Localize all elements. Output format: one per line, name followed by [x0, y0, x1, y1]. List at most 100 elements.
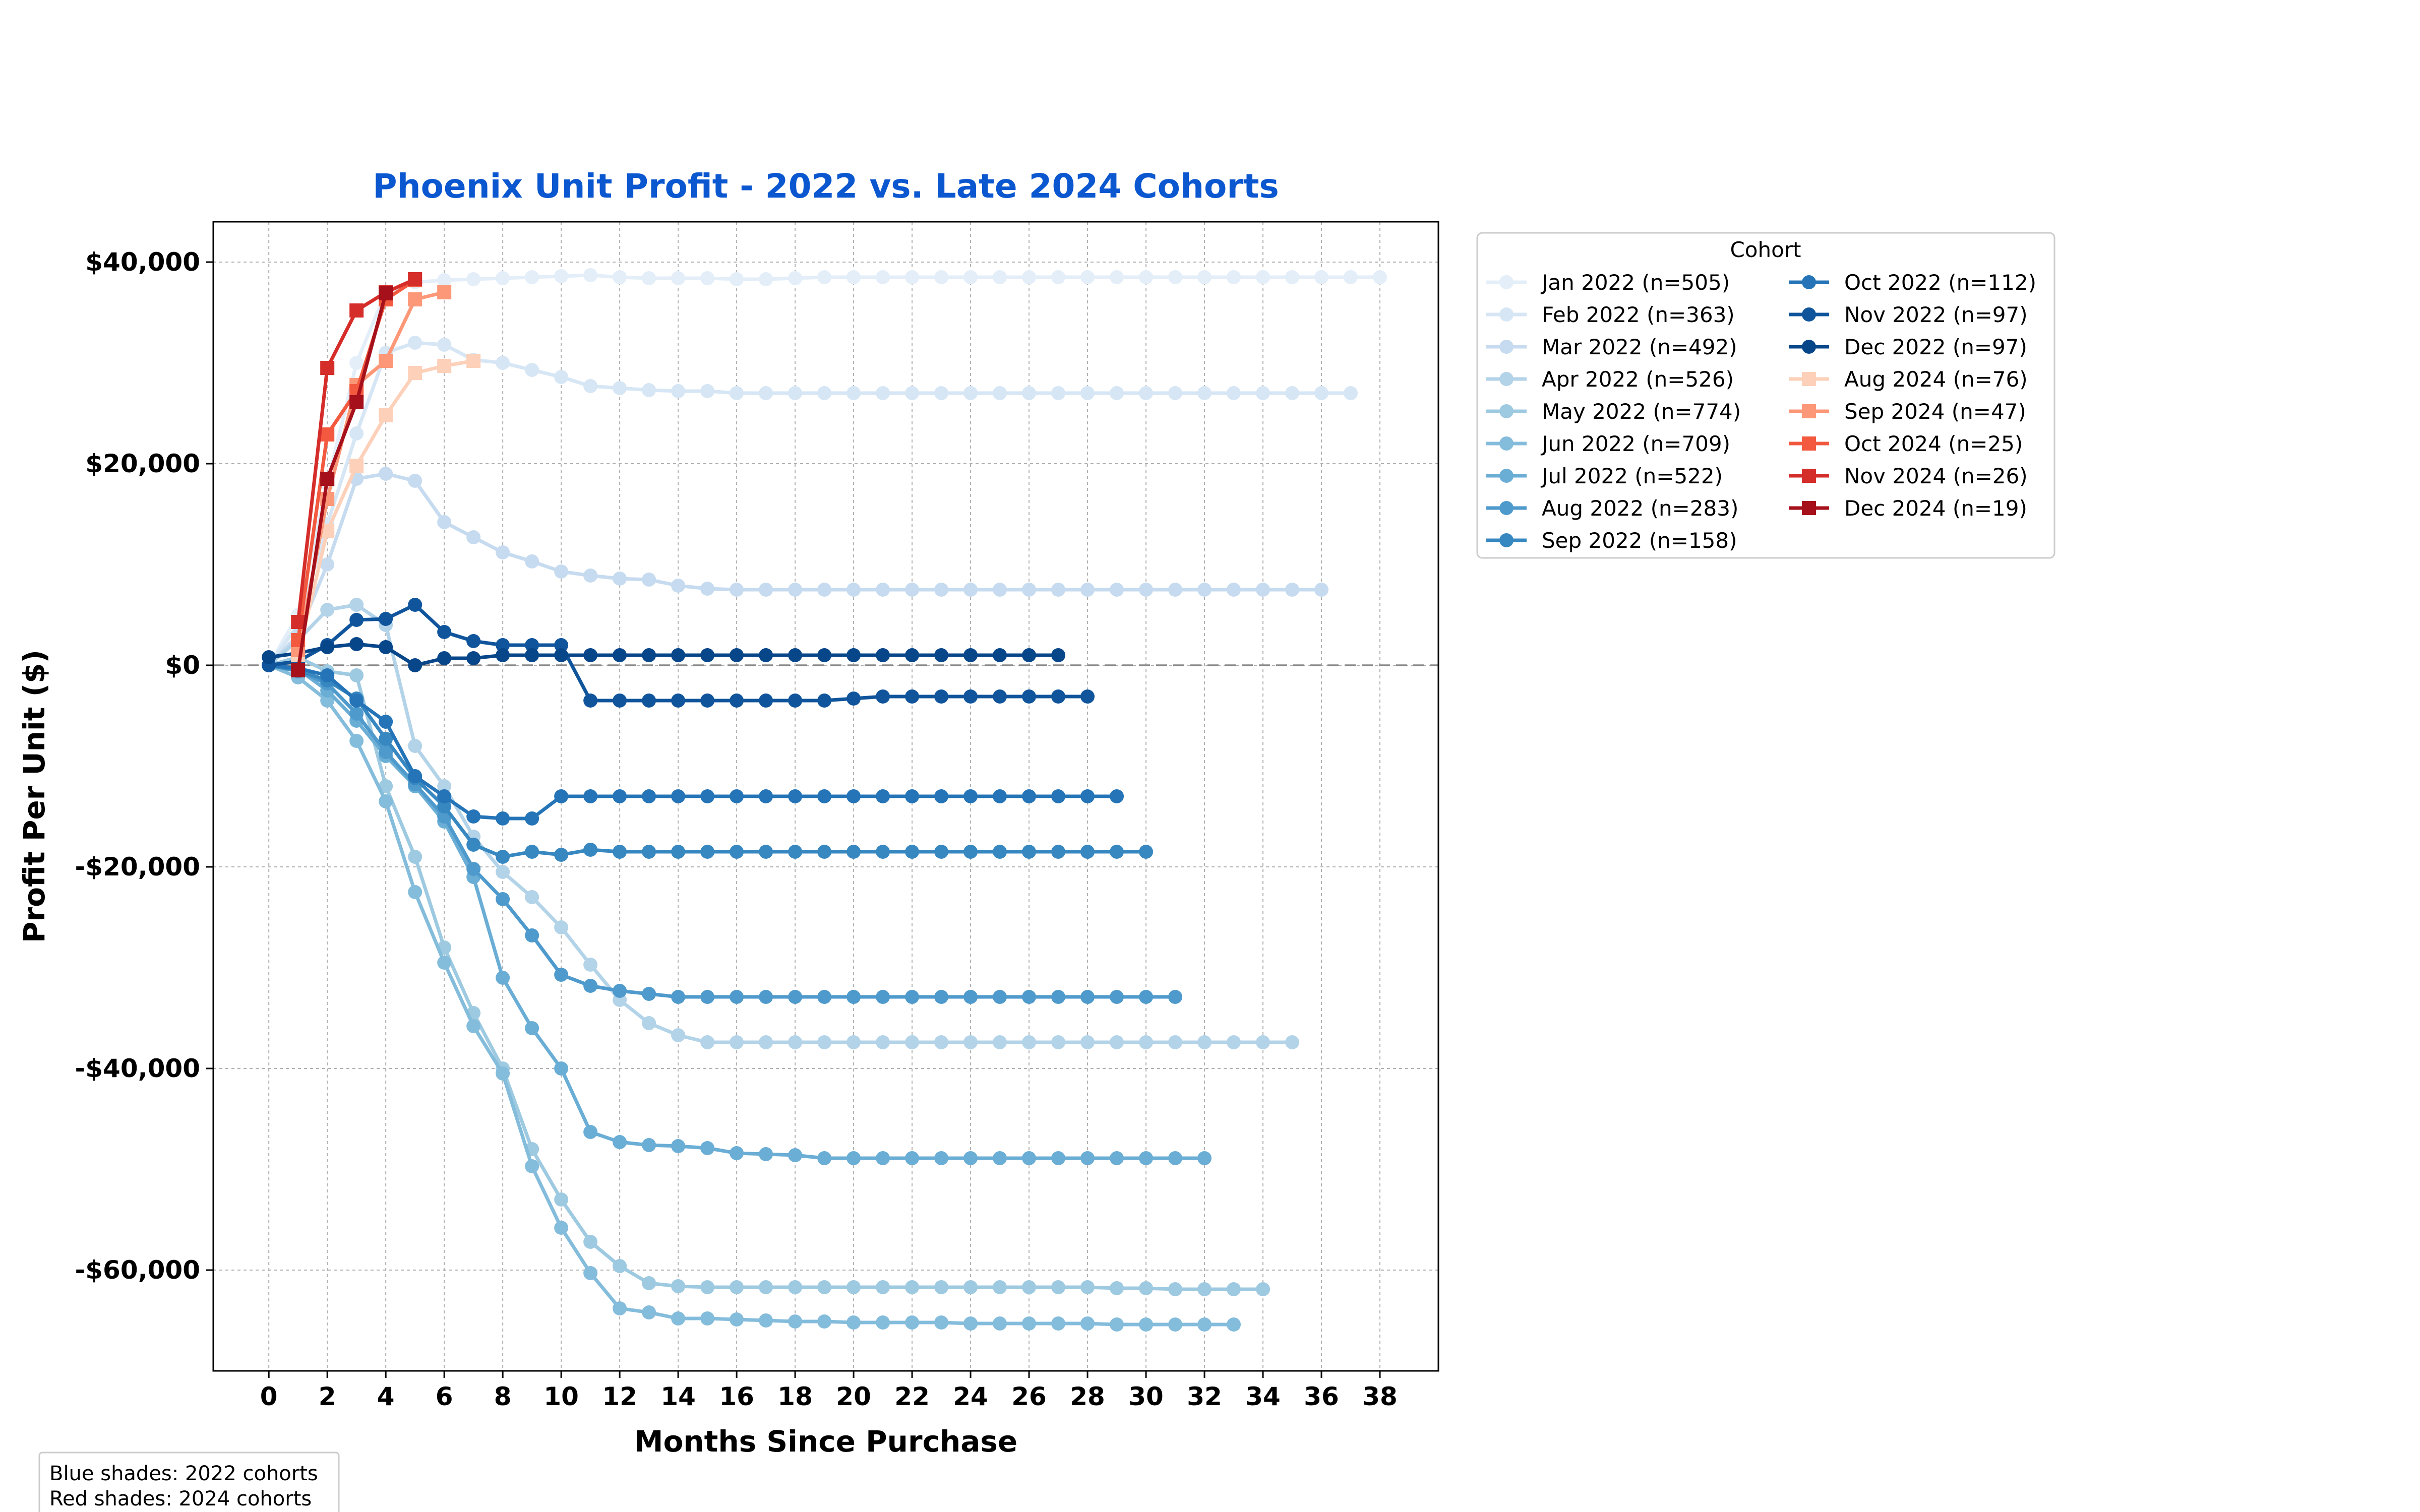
- data-point: [525, 1159, 539, 1173]
- data-point: [730, 1280, 744, 1294]
- data-point: [963, 1280, 978, 1294]
- data-point: [700, 1311, 715, 1326]
- legend-label: Aug 2024 (n=76): [1844, 367, 2028, 392]
- data-point: [496, 811, 510, 826]
- x-tick-label: 34: [1245, 1382, 1281, 1411]
- data-point: [817, 386, 832, 400]
- data-point: [759, 583, 773, 597]
- data-point: [1080, 386, 1095, 400]
- y-tick-label: $20,000: [85, 449, 200, 478]
- data-point: [876, 1315, 890, 1330]
- data-point: [934, 1035, 949, 1049]
- y-tick-label: -$20,000: [75, 852, 201, 881]
- data-point: [730, 1312, 744, 1327]
- data-point: [993, 1151, 1007, 1165]
- data-point: [1110, 845, 1124, 859]
- data-point: [700, 271, 715, 285]
- legend-item: Mar 2022 (n=492): [1486, 335, 1737, 359]
- data-point: [963, 990, 978, 1004]
- data-point: [1227, 270, 1241, 284]
- data-point: [730, 789, 744, 803]
- data-point: [583, 979, 598, 993]
- data-point: [466, 862, 481, 876]
- data-point: [554, 638, 569, 652]
- data-point: [1168, 1317, 1183, 1332]
- data-point: [730, 845, 744, 859]
- data-point: [525, 811, 539, 826]
- x-tick-label: 12: [602, 1382, 637, 1411]
- data-point: [1139, 1317, 1154, 1332]
- data-point: [963, 386, 978, 400]
- data-point: [671, 1311, 686, 1326]
- data-point: [671, 789, 686, 803]
- x-tick-label: 36: [1304, 1382, 1339, 1411]
- data-point: [730, 1035, 744, 1049]
- data-point: [1051, 1280, 1066, 1294]
- data-point: [1139, 990, 1154, 1004]
- legend-item: Apr 2022 (n=526): [1486, 367, 1734, 392]
- legend-item: Sep 2024 (n=47): [1789, 399, 2026, 424]
- legend-marker: [1499, 501, 1514, 515]
- x-tick-label: 22: [894, 1382, 930, 1411]
- data-point: [700, 582, 715, 596]
- data-point: [1314, 583, 1329, 597]
- data-point: [759, 648, 773, 662]
- data-point: [934, 583, 949, 597]
- legend-marker: [1802, 436, 1816, 451]
- data-point: [349, 395, 364, 409]
- data-point: [993, 583, 1007, 597]
- data-point: [554, 564, 569, 579]
- data-point: [379, 467, 393, 481]
- data-point: [408, 885, 422, 899]
- data-point: [1139, 386, 1154, 400]
- data-point: [437, 651, 452, 665]
- data-point: [1110, 789, 1124, 803]
- data-point: [642, 789, 656, 803]
- data-point: [349, 426, 364, 440]
- data-point: [1051, 270, 1066, 284]
- legend-item: Oct 2024 (n=25): [1789, 431, 2023, 456]
- data-point: [1051, 648, 1066, 662]
- data-point: [993, 789, 1007, 803]
- data-point: [788, 583, 803, 597]
- legend-label: Sep 2024 (n=47): [1844, 399, 2026, 424]
- x-tick-label: 6: [436, 1382, 453, 1411]
- data-point: [379, 408, 393, 422]
- data-point: [700, 648, 715, 662]
- data-point: [379, 745, 393, 759]
- data-point: [1022, 648, 1037, 662]
- data-point: [1051, 386, 1066, 400]
- data-point: [993, 1035, 1007, 1049]
- data-point: [642, 383, 656, 397]
- data-point: [349, 303, 364, 318]
- data-point: [320, 640, 335, 654]
- data-point: [349, 707, 364, 721]
- data-point: [1139, 1151, 1154, 1165]
- data-point: [583, 789, 598, 803]
- data-point: [349, 668, 364, 682]
- data-point: [905, 1315, 920, 1330]
- data-point: [759, 272, 773, 286]
- data-point: [1080, 689, 1095, 704]
- data-point: [525, 648, 539, 662]
- data-point: [613, 572, 627, 586]
- data-point: [1344, 270, 1358, 284]
- data-point: [642, 1138, 656, 1152]
- x-tick-label: 18: [777, 1382, 813, 1411]
- legend-label: Jun 2022 (n=709): [1540, 431, 1730, 456]
- legend-label: Aug 2022 (n=283): [1542, 496, 1738, 521]
- data-point: [583, 694, 598, 708]
- data-point: [730, 1146, 744, 1160]
- data-point: [730, 648, 744, 662]
- data-point: [963, 1151, 978, 1165]
- data-point: [788, 386, 803, 400]
- legend-label: Oct 2022 (n=112): [1844, 270, 2036, 295]
- data-point: [1022, 1316, 1037, 1331]
- data-point: [1256, 386, 1270, 400]
- data-point: [1022, 1280, 1037, 1294]
- legend-marker: [1499, 404, 1514, 418]
- legend-item: Jun 2022 (n=709): [1486, 431, 1730, 456]
- data-point: [876, 648, 890, 662]
- data-point: [700, 845, 715, 859]
